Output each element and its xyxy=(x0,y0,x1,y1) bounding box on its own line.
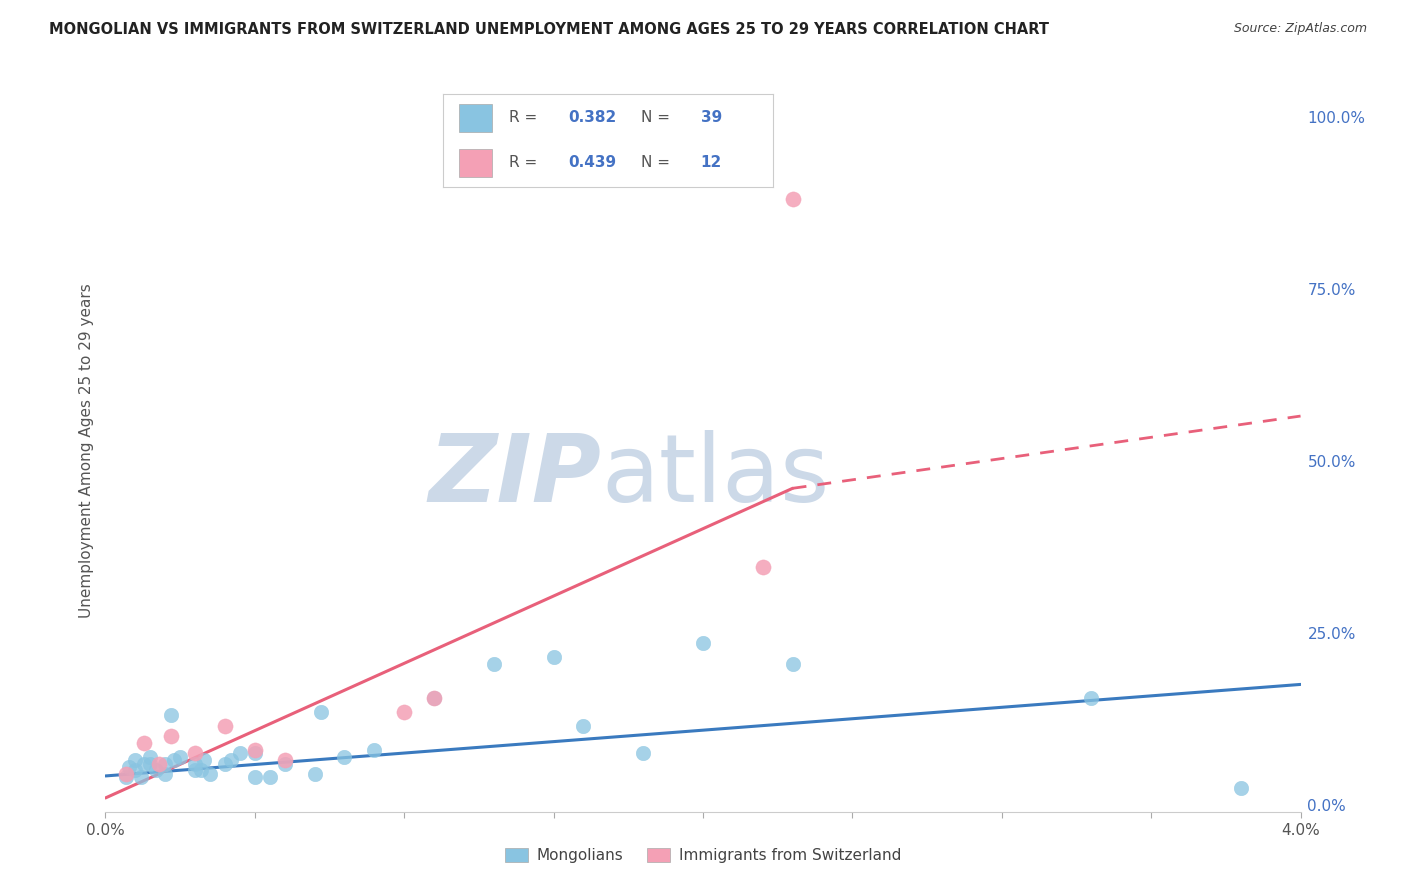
Point xyxy=(145,764,167,778)
Point xyxy=(214,756,236,771)
Point xyxy=(124,753,146,767)
Point xyxy=(115,770,138,784)
Point xyxy=(229,746,252,760)
Text: 39: 39 xyxy=(700,110,721,125)
Point xyxy=(148,756,170,771)
Point xyxy=(782,192,804,206)
Point xyxy=(243,770,266,784)
Point xyxy=(363,743,385,757)
Point xyxy=(423,691,446,706)
Text: R =: R = xyxy=(509,110,543,125)
Point xyxy=(139,749,162,764)
Text: N =: N = xyxy=(641,110,675,125)
Point xyxy=(1080,691,1102,706)
Text: 12: 12 xyxy=(700,155,721,170)
Point xyxy=(1229,780,1251,795)
Point xyxy=(273,753,295,767)
Point xyxy=(631,746,654,760)
Point xyxy=(153,756,177,771)
Point xyxy=(198,767,221,781)
Point xyxy=(333,749,356,764)
Point xyxy=(160,708,183,723)
Point xyxy=(193,753,215,767)
Text: 0.439: 0.439 xyxy=(568,155,617,170)
Point xyxy=(163,753,186,767)
Text: atlas: atlas xyxy=(602,430,830,522)
FancyBboxPatch shape xyxy=(460,104,492,132)
Point xyxy=(134,736,156,750)
Point xyxy=(124,764,146,778)
Point xyxy=(273,756,295,771)
Point xyxy=(129,770,153,784)
Point xyxy=(543,649,565,664)
Y-axis label: Unemployment Among Ages 25 to 29 years: Unemployment Among Ages 25 to 29 years xyxy=(79,283,94,618)
Point xyxy=(572,719,595,733)
Point xyxy=(243,746,266,760)
Point xyxy=(184,746,207,760)
Point xyxy=(219,753,242,767)
Point xyxy=(309,705,332,719)
Point xyxy=(169,749,191,764)
Text: MONGOLIAN VS IMMIGRANTS FROM SWITZERLAND UNEMPLOYMENT AMONG AGES 25 TO 29 YEARS : MONGOLIAN VS IMMIGRANTS FROM SWITZERLAND… xyxy=(49,22,1049,37)
Text: R =: R = xyxy=(509,155,543,170)
Point xyxy=(692,636,714,650)
Text: 0.382: 0.382 xyxy=(568,110,617,125)
Point xyxy=(259,770,281,784)
Point xyxy=(423,691,446,706)
Point xyxy=(118,760,141,774)
Text: N =: N = xyxy=(641,155,675,170)
Legend: Mongolians, Immigrants from Switzerland: Mongolians, Immigrants from Switzerland xyxy=(499,842,907,869)
Point xyxy=(751,560,773,574)
Point xyxy=(184,756,207,771)
Point xyxy=(139,756,162,771)
Text: Source: ZipAtlas.com: Source: ZipAtlas.com xyxy=(1233,22,1367,36)
Point xyxy=(134,756,156,771)
Point xyxy=(482,657,505,671)
Point xyxy=(184,764,207,778)
Point xyxy=(153,767,177,781)
Point xyxy=(304,767,326,781)
Point xyxy=(214,719,236,733)
Point xyxy=(190,764,212,778)
Point xyxy=(392,705,416,719)
Point xyxy=(115,767,138,781)
Point xyxy=(782,657,804,671)
Point xyxy=(243,743,266,757)
FancyBboxPatch shape xyxy=(460,149,492,177)
Point xyxy=(160,729,183,743)
Text: ZIP: ZIP xyxy=(429,430,602,522)
